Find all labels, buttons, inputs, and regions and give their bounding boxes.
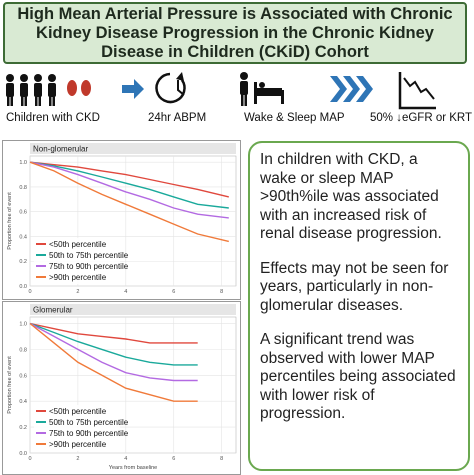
legend-label: 75th to 90th percentile [49,429,129,438]
x-axis-label: Years from baseline [109,465,157,471]
x-tick-label: 8 [220,456,223,462]
strip [30,304,236,315]
legend-label: <50th percentile [49,407,107,416]
clock-icon [155,72,186,104]
summary-box: In children with CKD, a wake or sleep MA… [248,141,470,471]
decline-icon [398,72,436,110]
y-tick-label: 0.6 [19,210,27,216]
panel-title: Non-glomerular [33,145,88,154]
y-tick-label: 0.0 [19,284,27,290]
legend-label: <50th percentile [49,240,107,249]
step-label: Wake & Sleep MAP [244,112,345,124]
km-curve [29,322,198,366]
legend-label: 50th to 75th percentile [49,251,129,260]
legend-label: >90th percentile [49,440,107,449]
chevrons [330,76,373,102]
x-tick-label: 6 [172,456,175,462]
legend-box [34,238,120,284]
legend-label: >90th percentile [49,273,107,282]
step-label: 24hr ABPM [148,112,207,124]
y-tick-label: 0.6 [19,373,27,379]
km-curve [29,322,198,344]
summary-text: In children with CKD, a wake or sleep MA… [260,151,442,242]
step-label: 50% ↓eGFR or KRT [370,112,473,124]
y-tick-label: 0.2 [19,259,27,265]
panel-title: Glomerular [33,306,73,315]
x-tick-label: 8 [220,289,223,295]
y-tick-label: 0.8 [19,347,27,353]
legend-label: 50th to 75th percentile [49,418,129,427]
y-axis-label: Proportion free of event [7,192,13,250]
km-chart: Non-glomerular 0.0 0.2 0.4 0.6 0.8 1.0 0 2 4 6 8 Pro… [2,140,241,300]
km-curve [29,322,198,402]
step-label: Children with CKD [6,112,100,124]
y-tick-label: 0.8 [19,185,27,191]
strip [30,143,236,154]
y-tick-label: 1.0 [19,160,27,166]
summary-text: A significant trend was observed with lo… [260,331,456,422]
km-curve [29,161,229,198]
children-icon [6,74,56,106]
y-tick-label: 0.4 [19,234,27,240]
x-tick-label: 4 [124,456,127,462]
wake-sleep-icon [240,72,284,106]
km-curve [29,161,229,209]
x-tick-label: 2 [76,456,79,462]
y-tick-label: 0.0 [19,451,27,457]
legend-box [34,405,120,451]
x-tick-label: 0 [28,456,31,462]
arrow [122,79,144,99]
summary-text: Effects may not be seen for years, parti… [260,259,449,314]
x-tick-label: 4 [124,289,127,295]
y-tick-label: 1.0 [19,321,27,327]
km-curve [29,322,198,382]
km-curve [29,161,229,243]
km-chart: Glomerular 0.0 0.2 0.4 0.6 0.8 1.0 0 2 4 6 8 Proport… [2,301,241,475]
y-tick-label: 0.4 [19,399,27,405]
y-axis-label: Proportion free of event [7,356,13,414]
km-curve [29,161,229,219]
legend-label: 75th to 90th percentile [49,262,129,271]
title: High Mean Arterial Pressure is Associate… [3,2,467,64]
kidney-icon [67,80,91,96]
y-tick-label: 0.2 [19,425,27,431]
icons [6,72,436,110]
x-tick-label: 2 [76,289,79,295]
x-tick-label: 6 [172,289,175,295]
x-tick-label: 0 [28,289,31,295]
